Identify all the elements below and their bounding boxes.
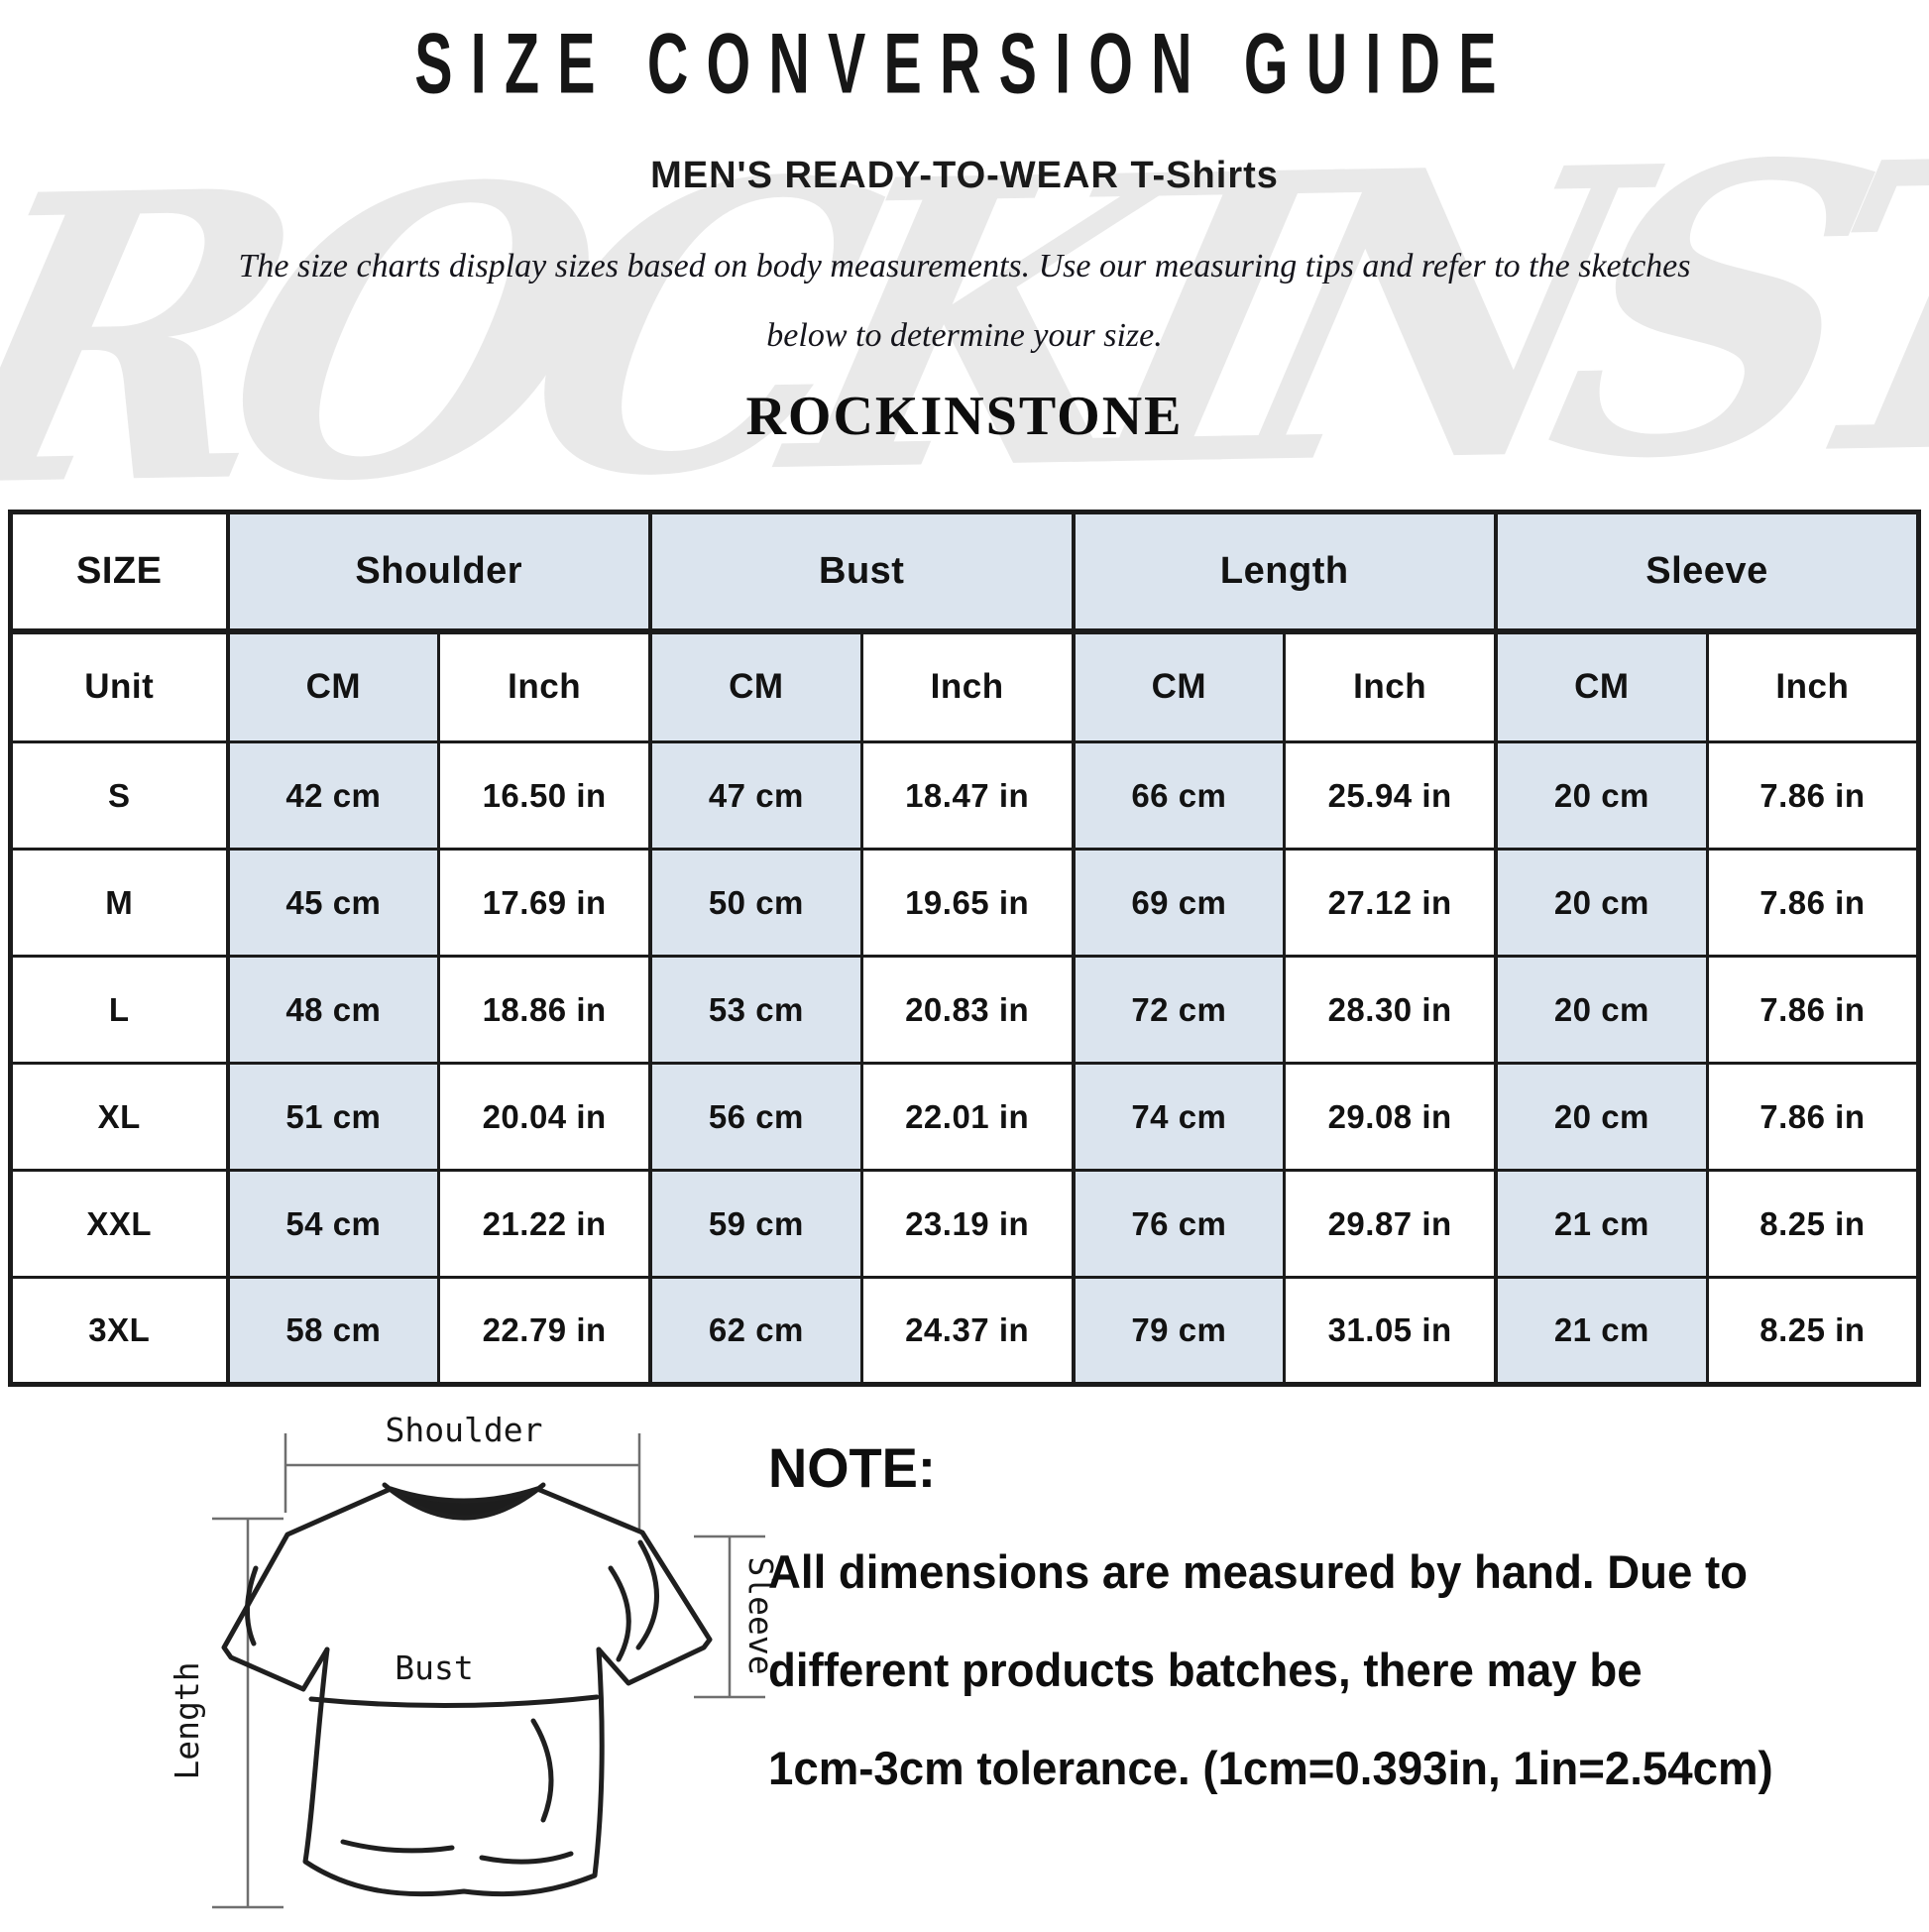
value-cell: 20 cm	[1493, 1062, 1709, 1172]
header-group-shoulder: Shoulder	[225, 511, 652, 634]
value-cell: 8.25 in	[1705, 1169, 1921, 1279]
table-row-3xl: 3XL 58 cm 22.79 in 62 cm 24.37 in 79 cm …	[9, 1276, 1921, 1386]
value-cell: 8.25 in	[1705, 1276, 1921, 1386]
value-cell: 48 cm	[225, 955, 441, 1065]
page-subtitle: MEN'S READY-TO-WEAR T-Shirts	[650, 155, 1279, 196]
value-cell: 20.83 in	[859, 955, 1076, 1065]
value-cell: 22.01 in	[859, 1062, 1076, 1172]
value-cell: 76 cm	[1071, 1169, 1287, 1279]
value-cell: 21 cm	[1493, 1276, 1709, 1386]
brand-name: ROCKINSTONE	[745, 386, 1184, 447]
bust-dimension-label: Bust	[395, 1648, 473, 1687]
header-group-length: Length	[1071, 511, 1498, 634]
unit-label-cell: Unit	[9, 629, 229, 743]
value-cell: 21.22 in	[437, 1169, 652, 1279]
value-cell: 23.19 in	[859, 1169, 1076, 1279]
value-cell: 45 cm	[225, 848, 441, 958]
value-cell: 62 cm	[647, 1276, 863, 1386]
tshirt-sketch: Shoulder Length Sleeve Bust	[168, 1411, 780, 1909]
value-cell: 29.87 in	[1283, 1169, 1498, 1279]
value-cell: 28.30 in	[1283, 955, 1498, 1065]
value-cell: 20 cm	[1493, 955, 1709, 1065]
note-section: NOTE: All dimensions are measured by han…	[768, 1435, 1807, 1794]
size-conversion-table: SIZE Shoulder Bust Length Sleeve Unit CM…	[8, 510, 1921, 1387]
value-cell: 72 cm	[1071, 955, 1287, 1065]
value-cell: 20.04 in	[437, 1062, 652, 1172]
table-row-xl: XL 51 cm 20.04 in 56 cm 22.01 in 74 cm 2…	[9, 1062, 1921, 1172]
value-cell: 54 cm	[225, 1169, 441, 1279]
value-cell: 16.50 in	[437, 740, 652, 851]
intro-text-line1: The size charts display sizes based on b…	[238, 248, 1691, 284]
size-cell: S	[9, 740, 229, 851]
note-line: All dimensions are measured by hand. Due…	[768, 1545, 1749, 1598]
size-cell: XXL	[9, 1169, 229, 1279]
unit-cell: Inch	[437, 629, 652, 743]
value-cell: 7.86 in	[1705, 955, 1921, 1065]
size-cell: L	[9, 955, 229, 1065]
length-dimension-label: Length	[168, 1661, 206, 1779]
value-cell: 42 cm	[225, 740, 441, 851]
unit-cell: Inch	[859, 629, 1076, 743]
value-cell: 27.12 in	[1283, 848, 1498, 958]
value-cell: 20 cm	[1493, 848, 1709, 958]
value-cell: 53 cm	[647, 955, 863, 1065]
value-cell: 20 cm	[1493, 740, 1709, 851]
unit-cell: CM	[1071, 629, 1287, 743]
value-cell: 18.86 in	[437, 955, 652, 1065]
table-row-xxl: XXL 54 cm 21.22 in 59 cm 23.19 in 76 cm …	[9, 1169, 1921, 1279]
size-cell: M	[9, 848, 229, 958]
value-cell: 22.79 in	[437, 1276, 652, 1386]
value-cell: 18.47 in	[859, 740, 1076, 851]
value-cell: 79 cm	[1071, 1276, 1287, 1386]
table-unit-row: Unit CM Inch CM Inch CM Inch CM Inch	[9, 629, 1921, 743]
value-cell: 21 cm	[1493, 1169, 1709, 1279]
header-size: SIZE	[9, 511, 229, 634]
value-cell: 59 cm	[647, 1169, 863, 1279]
intro-text-line2: below to determine your size.	[766, 317, 1163, 354]
shoulder-dimension-label: Shoulder	[386, 1411, 543, 1449]
value-cell: 7.86 in	[1705, 1062, 1921, 1172]
value-cell: 69 cm	[1071, 848, 1287, 958]
value-cell: 47 cm	[647, 740, 863, 851]
value-cell: 24.37 in	[859, 1276, 1076, 1386]
value-cell: 7.86 in	[1705, 740, 1921, 851]
value-cell: 50 cm	[647, 848, 863, 958]
note-line: different products batches, there may be	[768, 1644, 1643, 1696]
value-cell: 25.94 in	[1283, 740, 1498, 851]
size-cell: XL	[9, 1062, 229, 1172]
size-cell: 3XL	[9, 1276, 229, 1386]
table-row-m: M 45 cm 17.69 in 50 cm 19.65 in 69 cm 27…	[9, 848, 1921, 958]
unit-cell: CM	[647, 629, 863, 743]
table-header-row: SIZE Shoulder Bust Length Sleeve	[9, 511, 1920, 634]
value-cell: 58 cm	[225, 1276, 441, 1386]
value-cell: 31.05 in	[1283, 1276, 1498, 1386]
unit-cell: Inch	[1283, 629, 1498, 743]
header-group-sleeve: Sleeve	[1494, 511, 1920, 634]
value-cell: 66 cm	[1071, 740, 1287, 851]
unit-cell: CM	[1493, 629, 1709, 743]
header-group-bust: Bust	[648, 511, 1075, 634]
unit-cell: Inch	[1705, 629, 1921, 743]
page-title: SIZE CONVERSION GUIDE	[414, 17, 1515, 112]
value-cell: 29.08 in	[1283, 1062, 1498, 1172]
value-cell: 74 cm	[1071, 1062, 1287, 1172]
table-row-s: S 42 cm 16.50 in 47 cm 18.47 in 66 cm 25…	[9, 740, 1921, 851]
note-heading: NOTE:	[768, 1436, 936, 1499]
sleeve-dimension-label: Sleeve	[741, 1556, 779, 1674]
value-cell: 56 cm	[647, 1062, 863, 1172]
unit-cell: CM	[225, 629, 441, 743]
table-row-l: L 48 cm 18.86 in 53 cm 20.83 in 72 cm 28…	[9, 955, 1921, 1065]
tshirt-measurement-diagram: Shoulder Length Sleeve Bust	[137, 1394, 780, 1932]
value-cell: 19.65 in	[859, 848, 1076, 958]
value-cell: 51 cm	[225, 1062, 441, 1172]
value-cell: 7.86 in	[1705, 848, 1921, 958]
note-line: 1cm-3cm tolerance. (1cm=0.393in, 1in=2.5…	[768, 1742, 1773, 1794]
value-cell: 17.69 in	[437, 848, 652, 958]
